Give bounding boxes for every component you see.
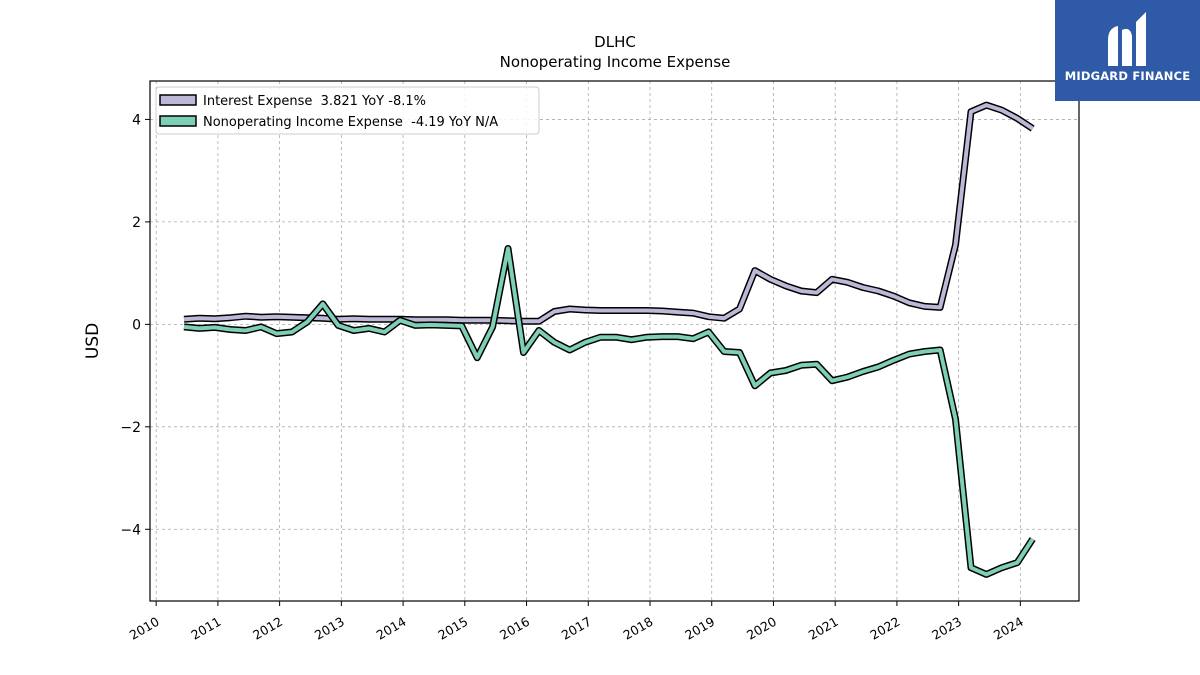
x-tick-label: 2019 — [682, 614, 717, 643]
x-tick-label: 2017 — [559, 614, 594, 643]
series-lines — [183, 101, 1036, 578]
y-axis-label: USD — [83, 323, 103, 359]
chart-title: DLHC — [594, 33, 636, 51]
legend-label-interest-expense: Interest Expense 3.821 YoY -8.1% — [203, 94, 426, 109]
y-tick-label: 2 — [132, 215, 141, 231]
x-tick-label: 2023 — [929, 614, 964, 643]
series-outline-0 — [183, 101, 1035, 325]
brand-logo: MIDGARD FINANCE — [1055, 0, 1200, 101]
x-tick-label: 2014 — [374, 614, 409, 643]
brand-logo-text: MIDGARD FINANCE — [1064, 69, 1191, 83]
midgard-logo-icon — [1108, 12, 1146, 66]
plot-frame — [149, 80, 1080, 602]
x-tick-label: 2012 — [250, 614, 285, 643]
x-tick-label: 2015 — [435, 614, 470, 643]
y-tick-label: 0 — [132, 317, 141, 333]
x-tick-label: 2024 — [991, 614, 1026, 643]
y-tick-label: −2 — [120, 420, 141, 436]
chart-subtitle: Nonoperating Income Expense — [500, 53, 731, 71]
series-line-1 — [183, 246, 1035, 577]
x-tick-label: 2018 — [621, 614, 656, 643]
legend-swatch-interest-expense — [159, 94, 197, 106]
series-line-0 — [183, 103, 1034, 324]
x-tick-label: 2021 — [806, 614, 841, 643]
x-tick-label: 2010 — [127, 614, 162, 643]
y-tick-label: −4 — [120, 522, 141, 538]
x-tick-label: 2013 — [312, 614, 347, 643]
x-tick-label: 2016 — [497, 614, 532, 643]
x-tick-label: 2022 — [867, 614, 902, 643]
legend-label-nonoperating-income-expense: Nonoperating Income Expense -4.19 YoY N/… — [203, 115, 498, 130]
legend-box — [155, 86, 540, 135]
legend-swatch-nonoperating-income-expense — [159, 115, 197, 127]
x-tick-label: 2020 — [744, 614, 779, 643]
grid — [150, 81, 1079, 601]
x-tick-label: 2011 — [188, 614, 223, 643]
axis-ticks: 2010 2011 2012 2013 2014 2015 2016 2017 2018 2019… — [120, 112, 1026, 642]
legend: Interest Expense 3.821 YoY -8.1% Nonoper… — [155, 86, 540, 135]
y-tick-label: 4 — [132, 112, 141, 128]
